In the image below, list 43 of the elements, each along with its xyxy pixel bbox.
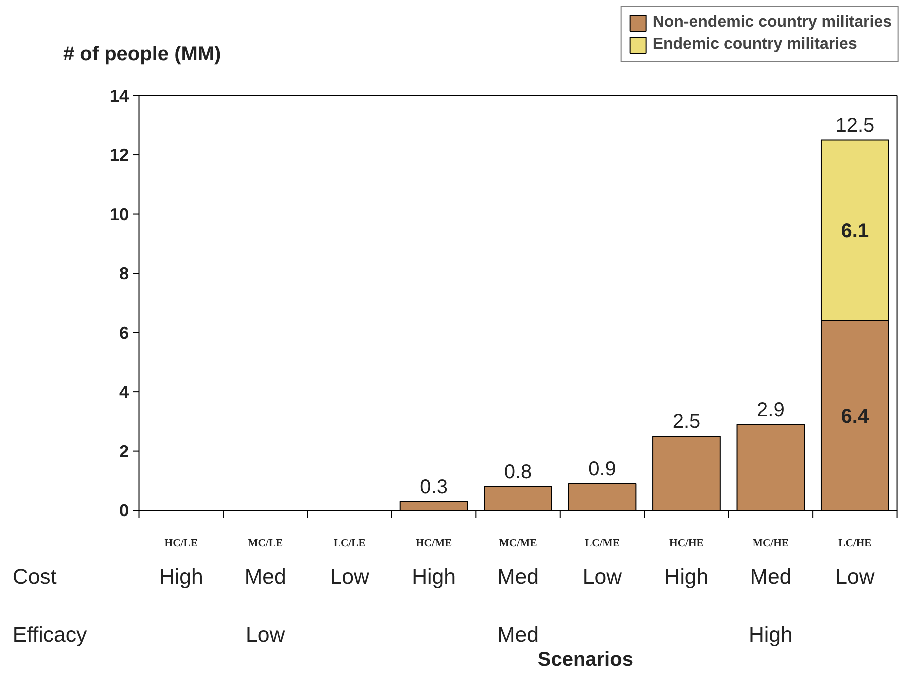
x-axis-title: Scenarios	[538, 648, 634, 671]
text: Med	[244, 564, 286, 589]
y-tick-label: 2	[120, 441, 130, 462]
x-tick-label: HC/LE	[164, 538, 198, 550]
text: Cost	[12, 564, 57, 589]
total-label: 0.8	[504, 462, 532, 484]
total-label: 2.9	[757, 399, 785, 422]
x-tick-label: HC/HE	[670, 538, 704, 550]
legend-label: Non-endemic country militaries	[652, 14, 892, 32]
x-tick-label: MC/LE	[248, 538, 284, 550]
x-tick-label: LC/ME	[585, 538, 620, 550]
y-tick-label: 12	[110, 145, 130, 166]
total-label: 0.9	[588, 458, 616, 481]
x-tick-label: LC/LE	[334, 538, 366, 550]
y-tick-label: 10	[110, 204, 130, 224]
text: Low	[330, 564, 370, 589]
total-label: 12.5	[836, 114, 875, 137]
y-tick-label: 0	[120, 500, 130, 521]
x-tick-label: MC/HE	[752, 538, 790, 550]
y-tick-label: 8	[120, 264, 130, 284]
text: High	[412, 564, 456, 589]
y-tick-label: 6	[120, 322, 130, 343]
text: High	[159, 564, 204, 589]
legend-label: Endemic country militaries	[652, 36, 858, 54]
text: Efficacy	[12, 623, 88, 648]
text: Low	[582, 564, 623, 589]
x-tick-label: HC/ME	[416, 538, 452, 550]
text: Low	[836, 564, 876, 589]
y-tick-label: 4	[120, 382, 130, 402]
text: Med	[498, 564, 540, 589]
text: High	[749, 623, 793, 648]
text: High	[664, 564, 709, 589]
text: Low	[246, 623, 286, 648]
y-tick-label: 14	[110, 86, 130, 106]
data-label: 6.1	[841, 220, 870, 243]
total-label: 0.3	[420, 476, 448, 498]
total-label: 2.5	[672, 411, 701, 434]
data-label: 6.4	[841, 406, 870, 428]
x-tick-label: MC/ME	[499, 538, 538, 550]
x-tick-label: LC/HE	[838, 538, 872, 550]
text: Med	[750, 564, 792, 589]
y-axis-title: # of people (MM)	[63, 43, 222, 66]
text: Med	[498, 623, 540, 648]
